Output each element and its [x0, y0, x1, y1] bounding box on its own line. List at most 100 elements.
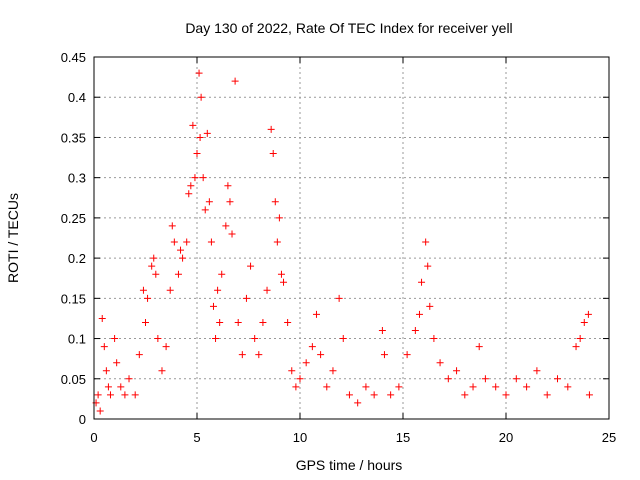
data-point — [139, 286, 147, 294]
data-point — [543, 391, 551, 399]
data-point — [572, 343, 580, 351]
data-point — [424, 262, 432, 270]
data-point — [354, 399, 362, 407]
data-point — [121, 391, 129, 399]
data-point — [150, 254, 158, 262]
data-point — [584, 310, 592, 318]
data-point — [218, 270, 226, 278]
data-point — [98, 314, 106, 322]
y-tick-label: 0.25 — [61, 211, 86, 226]
data-point — [166, 286, 174, 294]
data-point — [228, 230, 236, 238]
data-point — [131, 391, 139, 399]
data-point — [185, 190, 193, 198]
x-tick-label: 25 — [602, 430, 616, 445]
data-point — [273, 238, 281, 246]
y-tick-label: 0.45 — [61, 50, 86, 65]
data-point — [554, 375, 561, 383]
data-point — [284, 318, 292, 326]
data-point — [113, 359, 121, 367]
data-point — [430, 335, 438, 343]
data-point — [125, 375, 133, 383]
data-point — [214, 286, 222, 294]
y-tick-label: 0.1 — [68, 332, 86, 347]
data-point — [362, 383, 370, 391]
data-point — [174, 270, 182, 278]
data-point — [170, 238, 178, 246]
data-point — [436, 359, 444, 367]
data-point — [523, 383, 531, 391]
data-point — [415, 310, 423, 318]
x-tick-label: 20 — [499, 430, 513, 445]
data-point — [370, 391, 378, 399]
x-tick-label: 5 — [193, 430, 200, 445]
data-point — [197, 93, 205, 101]
data-point — [96, 407, 104, 415]
data-point — [207, 238, 215, 246]
data-point — [296, 375, 304, 383]
data-point — [195, 69, 203, 77]
data-point — [263, 286, 271, 294]
data-point — [395, 383, 403, 391]
y-tick-label: 0 — [79, 412, 86, 427]
data-point — [196, 133, 204, 141]
data-point — [292, 383, 300, 391]
data-point — [162, 343, 170, 351]
data-point — [426, 302, 434, 310]
data-point — [168, 222, 176, 230]
data-point — [418, 278, 426, 286]
data-point — [201, 206, 209, 214]
data-point — [226, 198, 234, 206]
data-point — [267, 125, 275, 133]
data-point — [183, 238, 191, 246]
data-point — [280, 278, 288, 286]
y-tick-label: 0.3 — [68, 171, 86, 186]
data-point — [512, 375, 520, 383]
data-point — [269, 150, 277, 158]
data-point — [224, 182, 232, 190]
data-point — [102, 367, 110, 375]
data-point — [179, 254, 187, 262]
data-point — [323, 383, 331, 391]
data-point — [271, 198, 279, 206]
data-point — [308, 343, 316, 351]
data-point — [234, 318, 242, 326]
data-point — [469, 383, 477, 391]
y-tick-label: 0.2 — [68, 251, 86, 266]
y-tick-label: 0.35 — [61, 130, 86, 145]
x-tick-label: 0 — [90, 430, 97, 445]
data-point — [203, 129, 211, 137]
data-point — [481, 375, 489, 383]
data-point — [345, 391, 353, 399]
data-point — [387, 391, 395, 399]
grid — [94, 57, 609, 419]
data-point — [502, 391, 510, 399]
data-point — [339, 335, 347, 343]
data-point — [275, 214, 283, 222]
data-point — [209, 302, 217, 310]
data-point — [335, 294, 343, 302]
data-point — [191, 174, 199, 182]
data-point — [144, 294, 152, 302]
data-point — [142, 318, 149, 326]
data-point — [580, 318, 588, 326]
data-points — [92, 69, 593, 415]
data-point — [411, 327, 419, 335]
x-tick-label: 15 — [396, 430, 410, 445]
data-point — [259, 318, 267, 326]
data-point — [255, 351, 263, 359]
data-point — [222, 222, 230, 230]
data-point — [177, 246, 185, 254]
data-point — [106, 391, 114, 399]
data-point — [302, 359, 310, 367]
data-point — [585, 391, 593, 399]
y-tick-label: 0.15 — [61, 291, 86, 306]
data-point — [216, 318, 224, 326]
y-axis-label: ROTI / TECUs — [5, 193, 21, 283]
data-point — [444, 375, 452, 383]
data-point — [380, 351, 388, 359]
data-point — [461, 391, 469, 399]
x-tick-label: 10 — [293, 430, 307, 445]
data-point — [329, 367, 337, 375]
